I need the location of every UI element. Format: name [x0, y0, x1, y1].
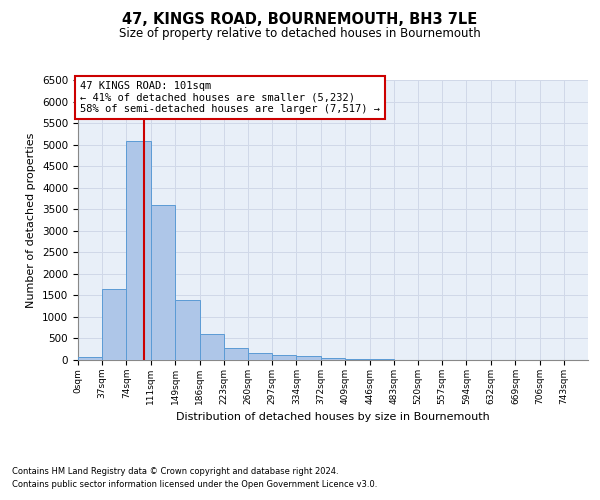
Bar: [127, 142, 151, 360]
Bar: [272, 355, 296, 360]
Y-axis label: Number of detached properties: Number of detached properties: [26, 132, 37, 308]
Text: Distribution of detached houses by size in Bournemouth: Distribution of detached houses by size …: [176, 412, 490, 422]
Bar: [321, 358, 346, 360]
Text: Contains HM Land Registry data © Crown copyright and database right 2024.: Contains HM Land Registry data © Crown c…: [12, 468, 338, 476]
Bar: [102, 290, 127, 360]
Text: 47, KINGS ROAD, BOURNEMOUTH, BH3 7LE: 47, KINGS ROAD, BOURNEMOUTH, BH3 7LE: [122, 12, 478, 28]
Text: 47 KINGS ROAD: 101sqm
← 41% of detached houses are smaller (5,232)
58% of semi-d: 47 KINGS ROAD: 101sqm ← 41% of detached …: [80, 81, 380, 114]
Bar: [151, 206, 175, 360]
Text: Contains public sector information licensed under the Open Government Licence v3: Contains public sector information licen…: [12, 480, 377, 489]
Bar: [346, 358, 370, 360]
Bar: [224, 348, 248, 360]
Text: Size of property relative to detached houses in Bournemouth: Size of property relative to detached ho…: [119, 28, 481, 40]
Bar: [78, 358, 102, 360]
Bar: [370, 359, 394, 360]
Bar: [296, 356, 320, 360]
Bar: [175, 300, 200, 360]
Bar: [200, 334, 224, 360]
Bar: [248, 354, 272, 360]
